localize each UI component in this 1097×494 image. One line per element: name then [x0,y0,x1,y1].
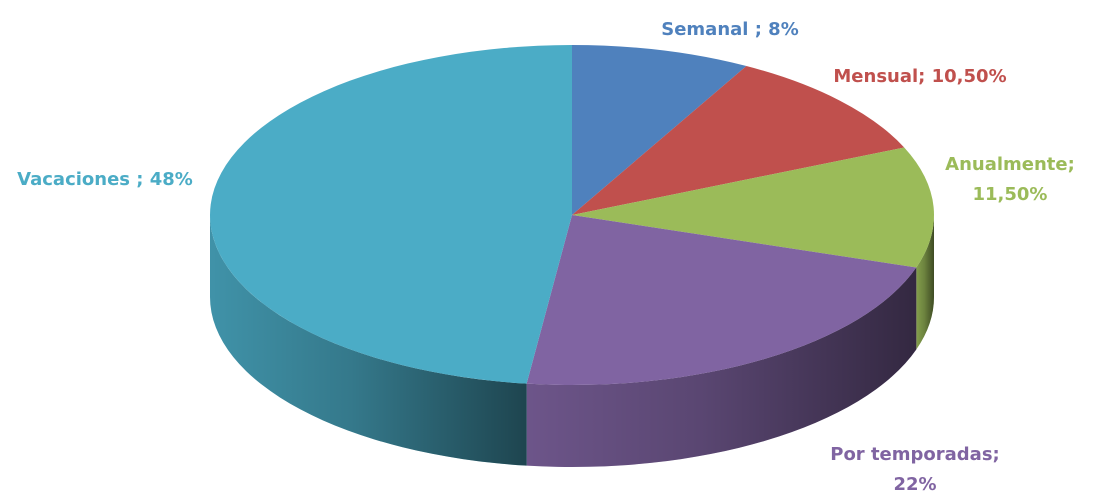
slice [210,45,572,384]
slice-side-shade [210,215,527,466]
data-label-line: 22% [893,474,936,494]
data-label-line: 11,50% [973,184,1048,205]
data-label: Anualmente; 11,50% [945,154,1075,205]
data-label: Por temporadas; 22% [830,444,1000,494]
data-label-line: Por temporadas; [830,444,1000,465]
data-label-line: Semanal ; 8% [661,19,799,40]
slice-side-shade [916,215,934,350]
slice [526,215,917,385]
slice [572,66,905,215]
data-label-line: Mensual; 10,50% [833,66,1006,87]
slice [572,147,935,268]
data-label: Mensual; 10,50% [833,66,1006,87]
data-label-line: Anualmente; [945,154,1075,175]
data-label-line: Vacaciones ; 48% [17,169,193,190]
slice [572,45,747,215]
slice-side-shade [526,267,917,467]
data-label: Semanal ; 8% [661,19,799,40]
data-label: Vacaciones ; 48% [17,169,193,190]
